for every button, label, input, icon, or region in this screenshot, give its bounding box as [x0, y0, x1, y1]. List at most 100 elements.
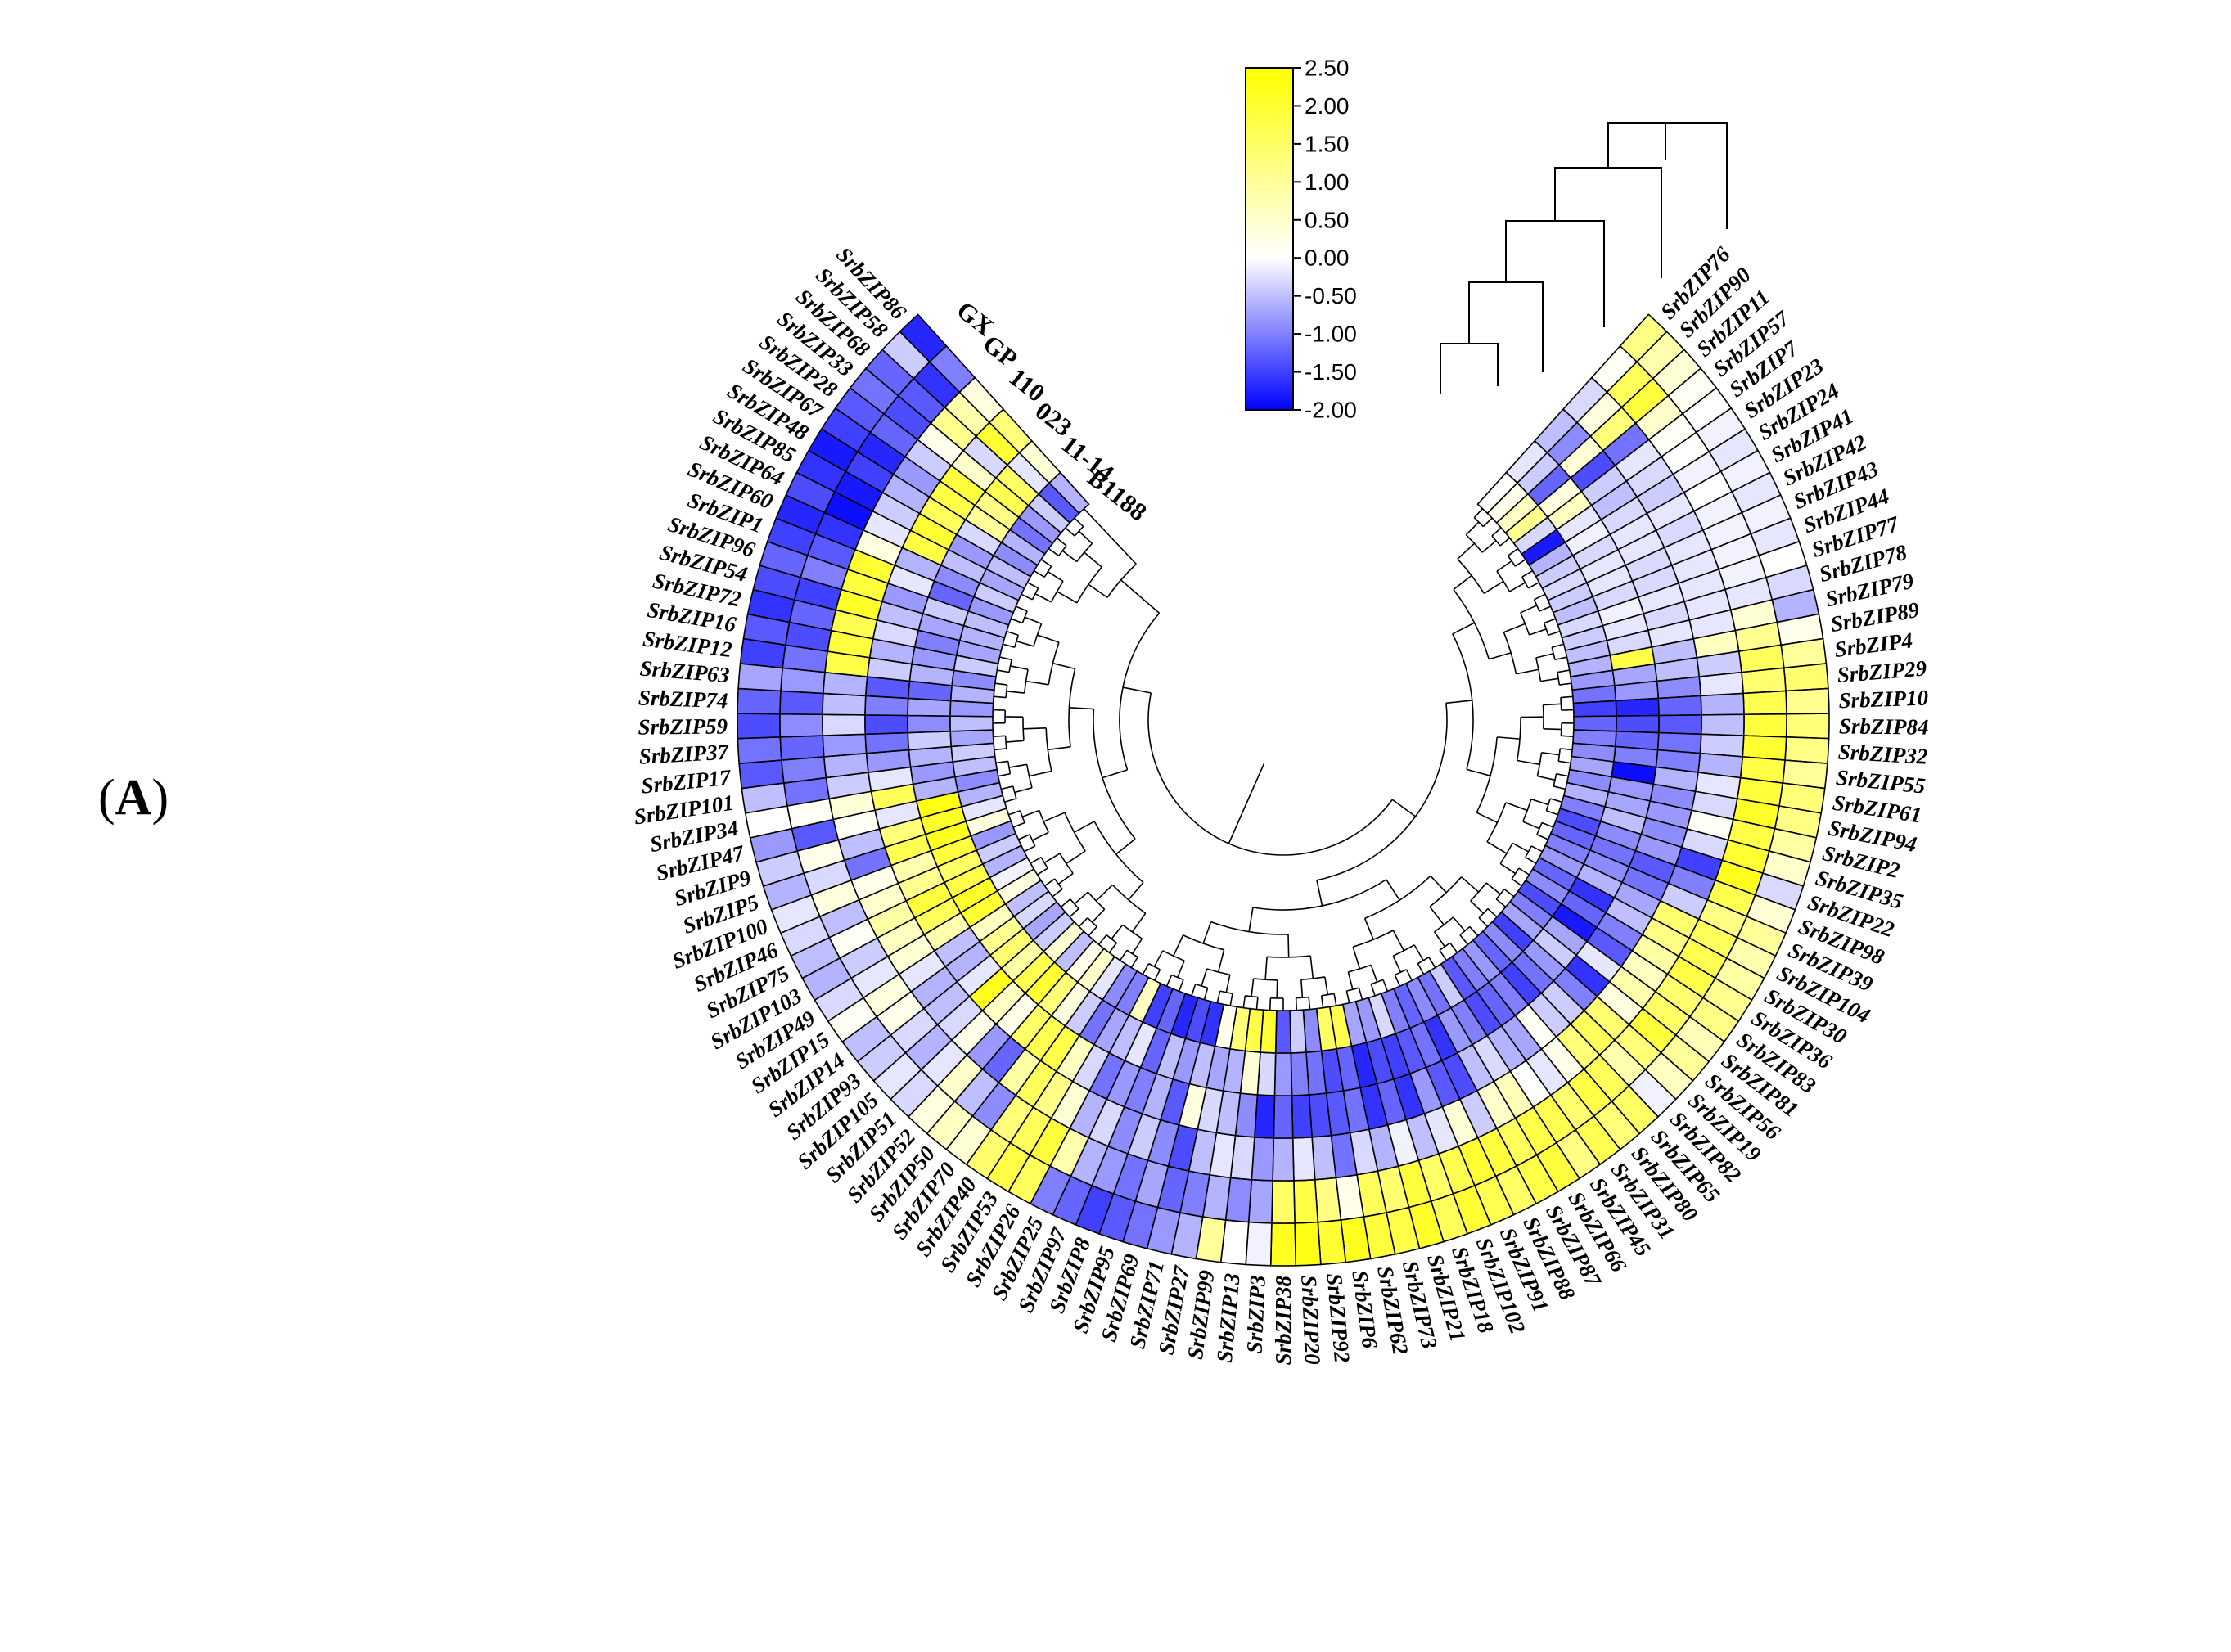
dendrogram-branch [1466, 768, 1491, 776]
dendrogram-branch [1195, 983, 1208, 988]
dendrogram-branch [1052, 662, 1075, 670]
dendrogram-branch [1556, 772, 1569, 777]
gene-label: SrbZIP20 [1296, 1275, 1325, 1366]
dendrogram-branch [1516, 668, 1539, 675]
dendrogram-branch [1083, 508, 1137, 565]
dendrogram-branch [1021, 610, 1028, 623]
dendrogram-branch [1497, 736, 1521, 740]
dendrogram-branch [1507, 555, 1517, 567]
dendrogram-branch [1546, 810, 1558, 816]
dendrogram-branch [1074, 526, 1084, 537]
dendrogram-branch [1287, 934, 1290, 957]
dendrogram-branch [1229, 993, 1233, 1006]
dendrogram-branch [1253, 978, 1278, 981]
legend-tick-label: 0.00 [1305, 245, 1350, 271]
dendrogram-branch [1470, 900, 1485, 914]
heatmap-cell [1245, 1221, 1273, 1267]
heatmap-cell [737, 713, 782, 740]
gene-label: SrbZIP63 [639, 655, 731, 687]
dendrogram-branch [1473, 508, 1484, 519]
dendrogram-branch [1557, 672, 1561, 686]
dendrogram-branch [1370, 965, 1378, 983]
dendrogram-branch [1413, 944, 1424, 961]
dendrogram-branch [1505, 802, 1528, 812]
dendrogram-branch [1006, 691, 1025, 694]
dendrogram-branch [1459, 934, 1469, 945]
heatmap-cell [781, 756, 827, 784]
heatmap-cell [1615, 697, 1660, 717]
dendrogram-branch [1047, 571, 1064, 583]
heatmap-cell [907, 714, 952, 734]
dendrogram-branch [1027, 582, 1039, 589]
dendrogram-branch [1004, 798, 1017, 803]
dendrogram-branch [1019, 810, 1025, 823]
legend-tick-label: 1.50 [1305, 131, 1350, 156]
dendrogram-branch [1074, 891, 1088, 905]
dendrogram-branch [1530, 798, 1549, 806]
dendrogram-branch [1452, 916, 1466, 932]
dendrogram-branch [1428, 957, 1436, 968]
dendrogram-branch [1554, 656, 1567, 661]
dendrogram-branch [1507, 547, 1519, 556]
dendrogram-branch [1533, 599, 1540, 612]
dendrogram-branch [1251, 978, 1255, 997]
dendrogram-branch [1022, 717, 1025, 741]
dendrogram-branch [1016, 640, 1034, 647]
dendrogram-branch [1001, 785, 1013, 790]
legend-tick-label: 2.50 [1305, 56, 1350, 81]
dendrogram-branch [1536, 834, 1548, 840]
dendrogram-branch [1363, 918, 1374, 940]
dendrogram-branch [1043, 812, 1066, 822]
dendrogram-branch [1457, 542, 1476, 560]
dendrogram-branch [1395, 969, 1407, 976]
heatmap-cell [1289, 1009, 1307, 1054]
dendrogram-branch [1120, 579, 1161, 614]
dendrogram-branch [1069, 907, 1079, 918]
dendrogram-branch [1541, 821, 1554, 828]
dendrogram-branch [1008, 763, 1027, 768]
dendrogram-branch [1031, 587, 1039, 601]
dendrogram-branch [1499, 537, 1511, 547]
dendrogram-branch [998, 772, 1011, 777]
dendrogram-branch [1119, 612, 1161, 771]
dendrogram-branch [1005, 684, 1008, 698]
dendrogram-branch [1486, 841, 1508, 854]
dendrogram-branch [1065, 527, 1075, 537]
heatmap-cell [1572, 715, 1617, 732]
dendrogram-branch [1417, 957, 1430, 965]
dendrogram-branch [1544, 618, 1557, 624]
heatmap-cell [1311, 1134, 1337, 1181]
heatmap-cell [1294, 1221, 1322, 1267]
dendrogram-branch [1173, 934, 1184, 957]
dendrogram-branch [1551, 643, 1564, 648]
top-right-dendrogram [1440, 122, 1728, 394]
dendrogram-branch [995, 760, 1008, 764]
dendrogram-branch [1495, 898, 1507, 908]
dendrogram-branch [993, 709, 1006, 711]
dendrogram-branch [1495, 889, 1505, 900]
dendrogram-branch [1522, 821, 1540, 830]
heatmap-cell [1251, 1136, 1275, 1182]
dendrogram-branch [1029, 770, 1052, 777]
dendrogram-branch [1539, 605, 1552, 612]
dendrogram-branch [1097, 934, 1107, 945]
legend-ticks: 2.50 2.00 1.50 1.00 0.50 0.00 -0.50 -1.00 -1.50 -… [1293, 56, 1357, 423]
dendrogram-branch [1528, 582, 1539, 589]
dendrogram-branch [997, 669, 1010, 673]
dendrogram-branch [1549, 798, 1562, 803]
dendrogram-branch [1015, 605, 1028, 612]
dendrogram-branch [1130, 957, 1138, 968]
dendrogram-branch [1433, 931, 1446, 948]
dendrogram-branch [1370, 984, 1376, 997]
dendrogram-branch [1333, 993, 1337, 1006]
dendrogram-branch [1512, 842, 1529, 853]
dendrogram-branch [1087, 891, 1106, 910]
dendrogram-branch [1012, 821, 1025, 828]
dendrogram-branch [1503, 632, 1517, 674]
heatmap-cell [779, 735, 825, 761]
heatmap-cell [1700, 713, 1745, 736]
dendrogram-branch [1358, 987, 1363, 1000]
dendrogram-branch [1320, 995, 1324, 1008]
legend-color-bar [1245, 67, 1294, 411]
